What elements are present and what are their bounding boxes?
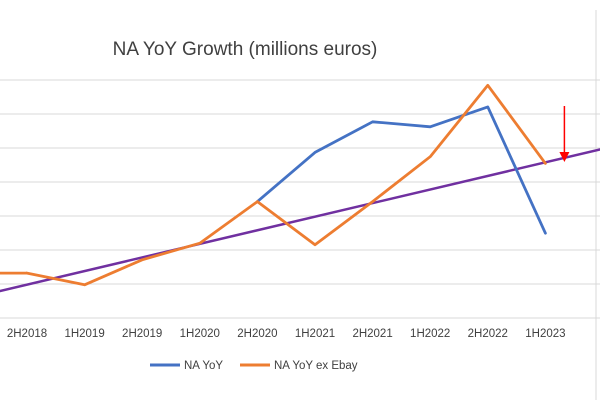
x-tick-label: 2H2020: [237, 328, 277, 340]
x-tick-label: 2H2021: [352, 328, 392, 340]
x-tick-label: 1H2021: [295, 328, 335, 340]
x-tick-label: 1H2022: [410, 328, 450, 340]
legend-item: NA YoY ex Ebay: [240, 360, 358, 372]
legend-item: NA YoY: [150, 360, 223, 372]
x-tick-label: 1H2020: [180, 328, 220, 340]
series-line-na-yoy-ex-ebay: [25, 83, 547, 287]
x-tick-label: 1H2019: [64, 328, 104, 340]
x-tick-label: 2H2019: [122, 328, 162, 340]
x-tick-label: 2H2022: [468, 328, 508, 340]
gridlines: [0, 10, 600, 400]
trendline: [0, 148, 600, 293]
x-axis-ticks: 2H2018 1H2019 2H2019 1H2020 2H2020 1H2021 2H20…: [7, 328, 566, 340]
arrow-head: [559, 152, 570, 162]
x-tick-label: 1H2023: [525, 328, 565, 340]
chart-title: NA YoY Growth (millions euros): [113, 39, 378, 60]
x-tick-label: 2H2018: [7, 328, 47, 340]
legend-label: NA YoY ex Ebay: [274, 360, 358, 372]
series-line-na-yoy: [255, 105, 547, 235]
legend-label: NA YoY: [184, 360, 223, 372]
annotations: [559, 106, 570, 162]
series-lines: [0, 83, 600, 293]
legend: NA YoY NA YoY ex Ebay: [150, 360, 358, 372]
